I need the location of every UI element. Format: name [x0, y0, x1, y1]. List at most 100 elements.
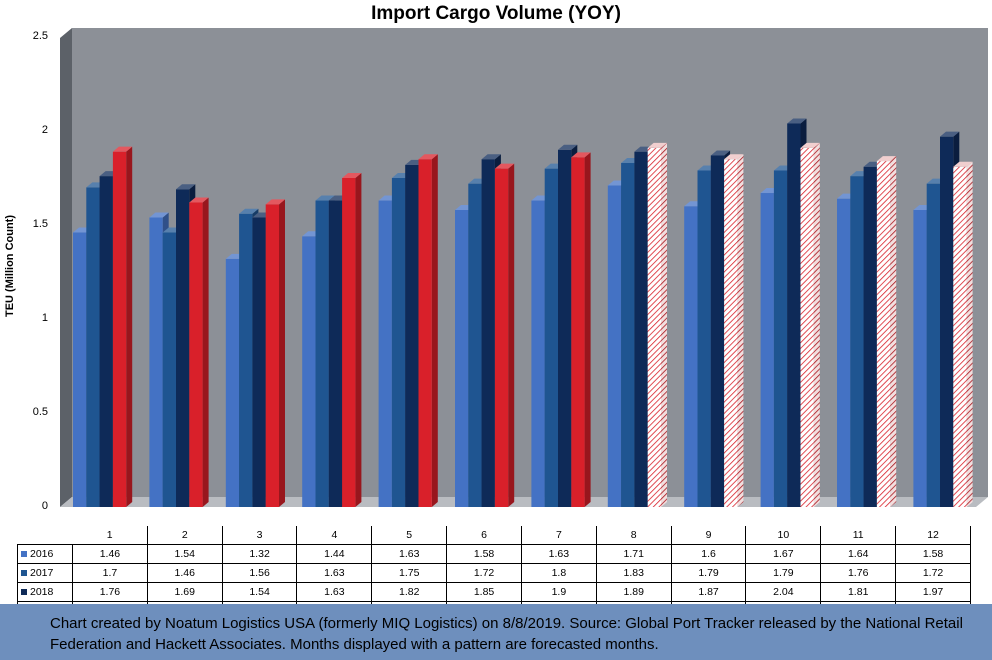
data-label: 1.72 — [446, 563, 522, 583]
bar — [265, 199, 285, 507]
bar-top — [558, 144, 578, 150]
bar-front — [953, 166, 967, 507]
data-label: 1.64 — [820, 544, 897, 564]
x-tick-label: 4 — [296, 526, 373, 545]
data-label: 1.81 — [820, 582, 897, 602]
data-label: 1.58 — [446, 544, 522, 564]
bar-top — [647, 142, 667, 148]
bar-front — [112, 151, 127, 507]
data-label: 1.69 — [146, 582, 223, 602]
bar-front — [571, 157, 585, 507]
bar-front — [837, 198, 851, 507]
data-label: 1.7 — [72, 563, 148, 583]
chart-title: Import Cargo Volume (YOY) — [371, 3, 621, 24]
table-corner — [18, 526, 73, 545]
bar-front — [405, 164, 419, 507]
bar-front — [265, 204, 279, 507]
table-row: 2016 1.46 1.54 1.32 1.44 1.63 1.58 1.63 1.71 1.6 1… — [17, 544, 971, 564]
bar-front — [391, 178, 406, 507]
data-label: 1.32 — [221, 544, 298, 564]
plot-back-wall — [72, 28, 988, 497]
data-label: 1.79 — [745, 563, 822, 583]
bar-top — [494, 163, 515, 169]
footnote-text: Chart created by Noatum Logistics USA (f… — [50, 615, 963, 653]
bar — [647, 142, 667, 508]
data-label: 1.82 — [371, 582, 448, 602]
data-label: 1.9 — [520, 582, 597, 602]
data-label: 1.71 — [595, 544, 672, 564]
bar — [724, 154, 744, 507]
bar-front — [149, 217, 163, 508]
y-tick-label: 2.5 — [32, 30, 48, 42]
plot-floor — [60, 497, 988, 507]
bar-front — [494, 168, 509, 507]
x-tick-label: 10 — [745, 526, 822, 545]
data-label: 1.56 — [221, 563, 298, 583]
data-label: 1.54 — [221, 582, 298, 602]
bar-side — [126, 146, 133, 507]
bar-top — [176, 184, 196, 190]
y-tick-label: 1 — [41, 312, 48, 324]
data-label: 1.46 — [72, 544, 148, 564]
bar-front — [913, 209, 927, 507]
data-label: 1.63 — [371, 544, 448, 564]
bar — [571, 152, 591, 507]
bar-top — [481, 154, 501, 160]
bar-front — [544, 168, 558, 507]
data-label: 1.44 — [296, 544, 373, 564]
bar-front — [418, 159, 432, 507]
table-row: 2017 1.7 1.46 1.56 1.63 1.75 1.72 1.8 1.83 1.79 1.… — [17, 563, 971, 583]
data-label: 1.89 — [595, 582, 672, 602]
bar-front — [99, 176, 113, 507]
y-tick-label: 2 — [41, 124, 48, 136]
bar-top — [149, 212, 169, 218]
bar-front — [86, 187, 100, 507]
bar-front — [697, 170, 711, 508]
bar-front — [800, 147, 814, 508]
bar-top — [787, 118, 807, 124]
bar-front — [531, 200, 545, 507]
plot-left-wall — [60, 28, 72, 507]
bar-top — [571, 152, 591, 158]
data-label: 1.63 — [520, 544, 597, 564]
bar-front — [481, 159, 495, 507]
bar-front — [876, 161, 891, 507]
bar-front — [634, 151, 648, 507]
data-label: 1.63 — [296, 563, 373, 583]
bar-side — [508, 163, 515, 507]
bar — [876, 156, 897, 507]
legend-entry: 2017 — [17, 563, 73, 583]
bar-side — [966, 161, 973, 507]
bar-side — [890, 156, 897, 507]
data-label: 1.83 — [595, 563, 672, 583]
data-label: 1.67 — [745, 544, 822, 564]
bar-top — [940, 131, 960, 137]
data-label: 1.72 — [895, 563, 971, 583]
y-tick-label: 0.5 — [32, 406, 48, 418]
bar-top — [239, 208, 259, 214]
bar-top — [265, 199, 285, 205]
bar-side — [737, 154, 744, 507]
data-label: 1.75 — [371, 563, 448, 583]
footnote-banner: Chart created by Noatum Logistics USA (f… — [0, 604, 992, 660]
bar-top — [112, 146, 133, 152]
legend-swatch — [21, 589, 27, 596]
legend-entry: 2016 — [17, 544, 73, 564]
data-label: 1.97 — [895, 582, 971, 602]
bar-top — [953, 161, 973, 167]
bar-front — [189, 202, 203, 507]
bar-front — [225, 258, 240, 507]
bar-front — [315, 200, 329, 507]
x-tick-label: 9 — [671, 526, 747, 545]
data-label: 1.46 — [146, 563, 223, 583]
bar-front — [787, 123, 801, 507]
bar-top — [724, 154, 744, 160]
bar-side — [661, 142, 667, 508]
bar-side — [584, 152, 591, 507]
legend-label: 2017 — [30, 567, 54, 579]
bar — [494, 163, 515, 507]
bar-top — [315, 195, 335, 201]
x-tick-label: 6 — [446, 526, 522, 545]
bar-front — [378, 200, 392, 507]
bar-front — [73, 232, 87, 507]
